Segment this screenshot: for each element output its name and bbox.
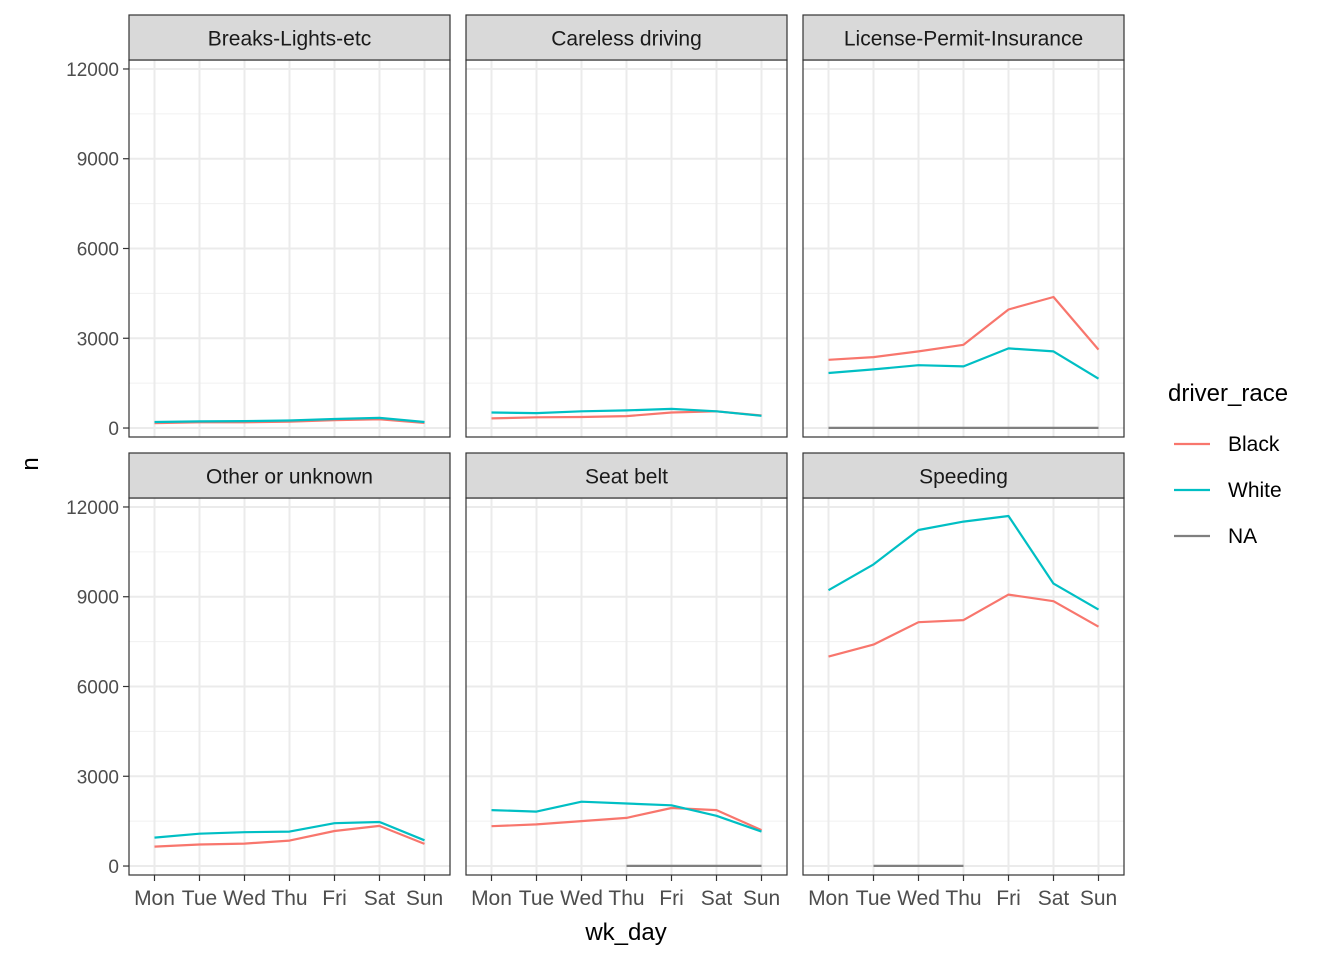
y-tick-label: 3000	[77, 767, 119, 788]
y-tick-label: 6000	[77, 240, 119, 261]
series-line-black	[154, 824, 425, 848]
x-tick-label: Thu	[945, 887, 981, 910]
y-tick-label: 3000	[77, 329, 119, 350]
x-tick-label: Mon	[808, 887, 849, 910]
y-tick-label: 0	[108, 419, 119, 440]
facet-strip	[128, 14, 451, 61]
x-tick-label: Wed	[897, 887, 940, 910]
facet-panel-1: Careless driving	[465, 14, 788, 438]
x-axis-title: wk_day	[584, 919, 666, 946]
x-tick-label: Sun	[1080, 887, 1117, 910]
x-tick-label: Sun	[406, 887, 443, 910]
x-tick-label: Thu	[608, 887, 644, 910]
facet-strip-label: Seat belt	[585, 466, 668, 489]
x-tick-label: Wed	[560, 887, 603, 910]
x-tick-label: Mon	[471, 887, 512, 910]
x-tick-label: Tue	[519, 887, 554, 910]
facet-panel-0: Breaks-Lights-etc 0 3000 6000 9000 12000	[66, 14, 451, 440]
x-tick-label: Thu	[271, 887, 307, 910]
facet-panel-3: Other or unknown 0 3000 6000 9000 12000 Mon Tue…	[66, 452, 451, 910]
y-tick-label: 9000	[77, 150, 119, 171]
x-tick-label: Sat	[1038, 887, 1070, 910]
y-tick-label: 12000	[66, 60, 119, 81]
legend: driver_race Black White NA	[1168, 380, 1288, 548]
facet-strip	[802, 452, 1125, 499]
legend-item-label: Black	[1228, 433, 1280, 456]
series-line-black	[491, 806, 762, 832]
facet-strip	[465, 14, 788, 61]
legend-item-black: Black	[1174, 433, 1280, 456]
facet-panel-4: Seat belt Mon Tue Wed Thu Fri Sat Sun	[465, 452, 788, 910]
legend-item-white: White	[1174, 479, 1282, 502]
x-tick-label: Sat	[701, 887, 733, 910]
facet-strip-label: Careless driving	[551, 28, 702, 51]
x-tick-label: Tue	[182, 887, 217, 910]
x-tick-label: Fri	[659, 887, 684, 910]
legend-item-label: NA	[1228, 525, 1257, 548]
series-line-black	[828, 295, 1100, 361]
x-tick-label: Sat	[364, 887, 396, 910]
legend-item-na: NA	[1174, 525, 1257, 548]
series-line-white	[491, 800, 762, 833]
x-tick-label: Mon	[134, 887, 175, 910]
x-tick-label: Fri	[996, 887, 1021, 910]
x-tick-label: Fri	[322, 887, 347, 910]
facet-strip-label: Other or unknown	[206, 466, 373, 489]
y-tick-label: 0	[108, 857, 119, 878]
y-tick-label: 9000	[77, 588, 119, 609]
series-line-white	[827, 514, 1100, 611]
y-tick-label: 6000	[77, 678, 119, 699]
facet-strip	[128, 452, 451, 499]
series-line-white	[491, 407, 762, 417]
x-tick-label: Sun	[743, 887, 780, 910]
facet-panel-2: License-Permit-Insurance	[802, 14, 1125, 438]
y-axis-title: n	[17, 457, 44, 470]
x-tick-label: Tue	[856, 887, 891, 910]
x-tick-label: Wed	[223, 887, 266, 910]
facet-strip-label: Breaks-Lights-etc	[208, 28, 371, 51]
facets: Breaks-Lights-etc 0 3000 6000 9000 12000 Carel…	[66, 14, 1125, 910]
series-line-black	[828, 593, 1100, 658]
facet-panel-5: Speeding Mon Tue Wed Thu Fri Sat Sun	[802, 452, 1125, 910]
legend-item-label: White	[1228, 479, 1282, 502]
series-line-white	[154, 820, 425, 842]
y-tick-label: 12000	[66, 498, 119, 519]
facet-strip	[465, 452, 788, 499]
facet-strip	[802, 14, 1125, 61]
legend-title: driver_race	[1168, 380, 1288, 407]
facet-strip-label: Speeding	[919, 466, 1008, 489]
series-line-white	[154, 416, 425, 424]
series-line-white	[828, 347, 1100, 380]
facet-strip-label: License-Permit-Insurance	[844, 28, 1083, 51]
